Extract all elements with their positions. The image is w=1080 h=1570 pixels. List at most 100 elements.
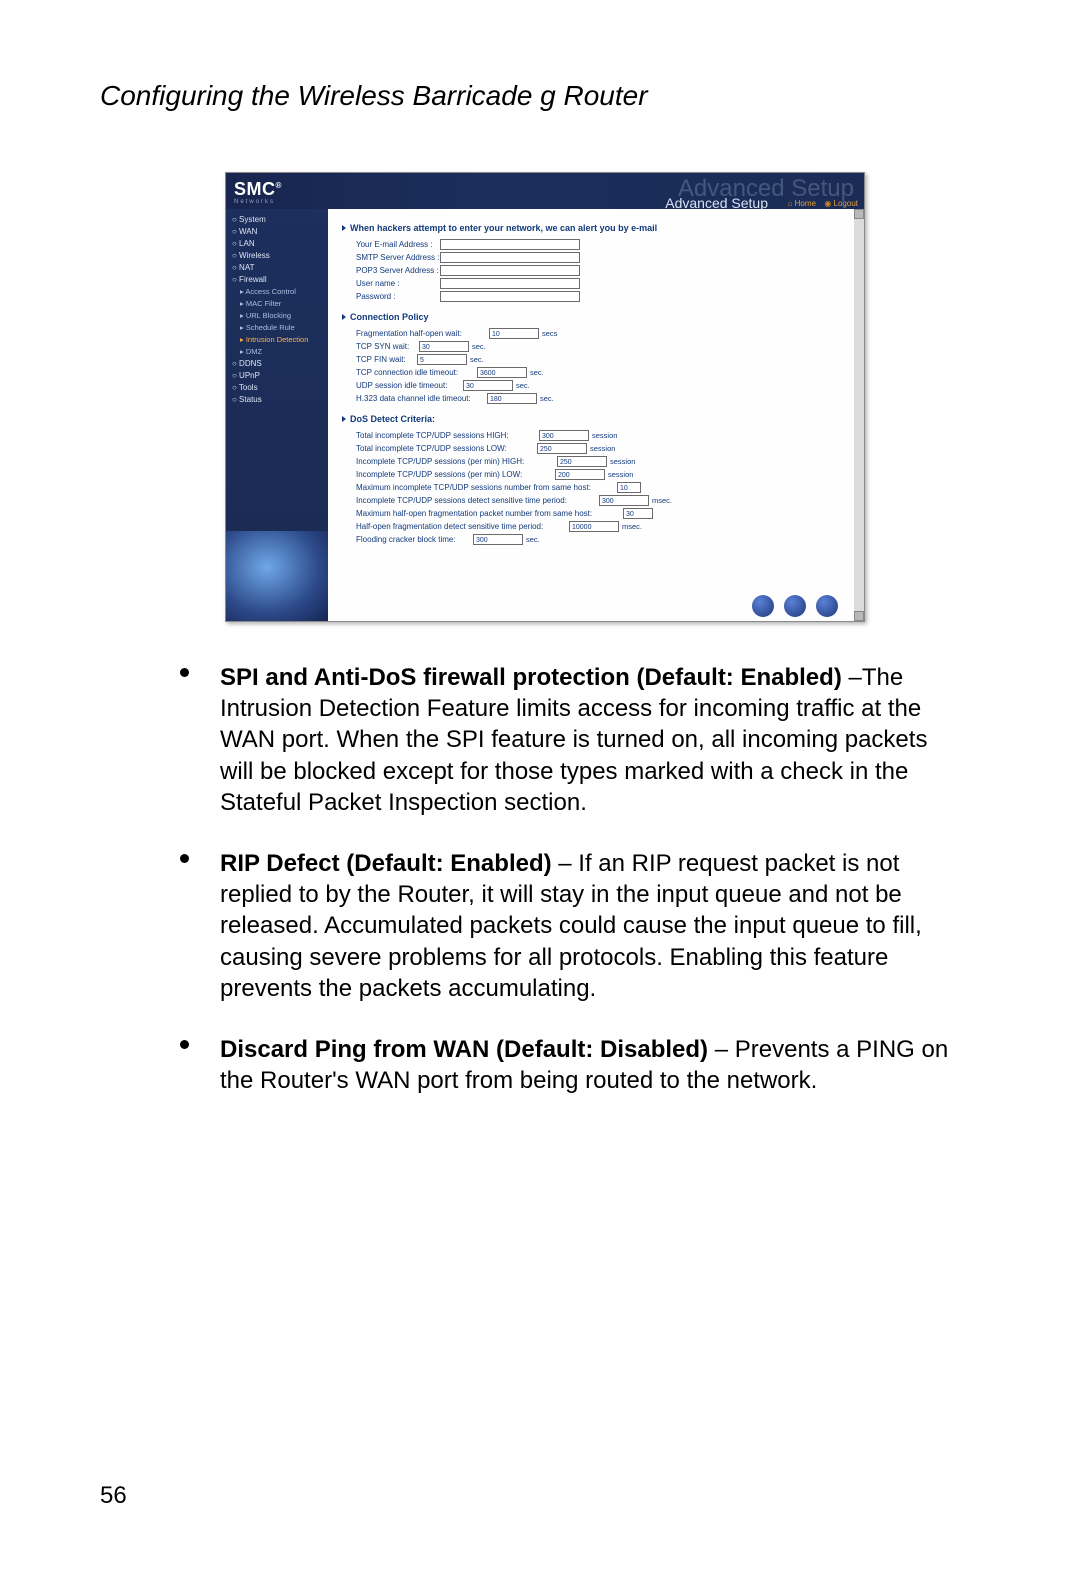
- smc-logo-subtext: Networks: [234, 199, 275, 205]
- bullet-bold: Discard Ping from WAN (Default: Disabled…: [220, 1036, 708, 1063]
- smc-logo: SMC®: [234, 179, 282, 200]
- dos-detecttime-label: Incomplete TCP/UDP sessions detect sensi…: [356, 496, 596, 505]
- password-label: Password :: [342, 292, 437, 301]
- home-link[interactable]: ⌂ Home: [788, 199, 816, 208]
- sidebar-item-url-blocking[interactable]: ▸ URL Blocking: [232, 311, 322, 320]
- router-screenshot: SMC® Networks Advanced Setup Advanced Se…: [225, 172, 865, 622]
- syn-unit: sec.: [472, 342, 486, 351]
- sidebar-item-lan[interactable]: ○ LAN: [232, 239, 322, 248]
- username-label: User name :: [342, 279, 437, 288]
- password-input[interactable]: [440, 291, 580, 302]
- status-icon[interactable]: [752, 595, 774, 617]
- udp-idle-label: UDP session idle timeout:: [356, 381, 460, 390]
- dos-pmlo-label: Incomplete TCP/UDP sessions (per min) LO…: [356, 470, 552, 479]
- connection-policy-header: Connection Policy: [342, 312, 840, 322]
- sidebar-item-dmz[interactable]: ▸ DMZ: [232, 347, 322, 356]
- dos-pmhi-input[interactable]: 250: [557, 456, 607, 467]
- page-number: 56: [100, 1482, 127, 1510]
- udp-idle-input[interactable]: 30: [463, 380, 513, 391]
- pop3-input[interactable]: [440, 265, 580, 276]
- h323-input[interactable]: 180: [487, 393, 537, 404]
- dos-pmhi-label: Incomplete TCP/UDP sessions (per min) HI…: [356, 457, 554, 466]
- sidebar-item-access-control[interactable]: ▸ Access Control: [232, 287, 322, 296]
- dos-hi-input[interactable]: 300: [539, 430, 589, 441]
- dos-flood-input[interactable]: 300: [473, 534, 523, 545]
- bullet-bold: RIP Defect (Default: Enabled): [220, 850, 552, 877]
- pop3-label: POP3 Server Address :: [342, 266, 437, 275]
- dos-maxfrag-input[interactable]: 30: [623, 508, 653, 519]
- sidebar-item-nat[interactable]: ○ NAT: [232, 263, 322, 272]
- sidebar-graphic: [226, 531, 328, 621]
- sidebar-item-firewall[interactable]: ○ Firewall: [232, 275, 322, 284]
- h323-unit: sec.: [540, 394, 554, 403]
- dos-flood-label: Flooding cracker block time:: [356, 535, 470, 544]
- smtp-input[interactable]: [440, 252, 580, 263]
- sidebar-item-status[interactable]: ○ Status: [232, 395, 322, 404]
- body-bullet-list: SPI and Anti-DoS firewall protection (De…: [180, 662, 950, 1096]
- frag-input[interactable]: 10: [489, 328, 539, 339]
- bottom-icons: [752, 595, 838, 617]
- bullet-icon: [180, 668, 189, 677]
- dos-hi-unit: session: [592, 431, 617, 440]
- bullet-icon: [180, 1040, 189, 1049]
- status-icon[interactable]: [784, 595, 806, 617]
- home-icon: ⌂: [788, 199, 795, 208]
- dos-fragtime-label: Half-open fragmentation detect sensitive…: [356, 522, 566, 531]
- email-alert-header: When hackers attempt to enter your netwo…: [342, 223, 840, 233]
- dos-pmhi-unit: session: [610, 457, 635, 466]
- dos-fragtime-input[interactable]: 10000: [569, 521, 619, 532]
- logout-icon: ◉: [824, 199, 833, 208]
- bullet-item: SPI and Anti-DoS firewall protection (De…: [180, 662, 950, 818]
- dos-fragtime-unit: msec.: [622, 522, 642, 531]
- sidebar-item-tools[interactable]: ○ Tools: [232, 383, 322, 392]
- bullet-item: RIP Defect (Default: Enabled) – If an RI…: [180, 848, 950, 1004]
- scroll-down-button[interactable]: [854, 611, 864, 621]
- status-icon[interactable]: [816, 595, 838, 617]
- frag-label: Fragmentation half-open wait:: [356, 329, 486, 338]
- dos-header: DoS Detect Criteria:: [342, 414, 840, 424]
- tcp-idle-input[interactable]: 3600: [477, 367, 527, 378]
- frag-unit: secs: [542, 329, 557, 338]
- dos-hi-label: Total incomplete TCP/UDP sessions HIGH:: [356, 431, 536, 440]
- sidebar: ○ System ○ WAN ○ LAN ○ Wireless ○ NAT ○ Firew…: [226, 209, 328, 621]
- dos-maxhost-input[interactable]: 10: [617, 482, 641, 493]
- dos-maxhost-label: Maximum incomplete TCP/UDP sessions numb…: [356, 483, 614, 492]
- dos-pmlo-input[interactable]: 200: [555, 469, 605, 480]
- scroll-up-button[interactable]: [854, 209, 864, 219]
- sidebar-item-wan[interactable]: ○ WAN: [232, 227, 322, 236]
- bullet-item: Discard Ping from WAN (Default: Disabled…: [180, 1034, 950, 1096]
- fin-input[interactable]: 5: [417, 354, 467, 365]
- sidebar-item-intrusion-detection[interactable]: ▸ Intrusion Detection: [232, 335, 322, 344]
- dos-lo-unit: session: [590, 444, 615, 453]
- email-address-input[interactable]: [440, 239, 580, 250]
- syn-input[interactable]: 30: [419, 341, 469, 352]
- dos-pmlo-unit: session: [608, 470, 633, 479]
- sidebar-item-upnp[interactable]: ○ UPnP: [232, 371, 322, 380]
- h323-label: H.323 data channel idle timeout:: [356, 394, 484, 403]
- dos-detecttime-input[interactable]: 300: [599, 495, 649, 506]
- sidebar-item-ddns[interactable]: ○ DDNS: [232, 359, 322, 368]
- dos-flood-unit: sec.: [526, 535, 540, 544]
- main-content: When hackers attempt to enter your netwo…: [328, 209, 854, 621]
- smtp-label: SMTP Server Address :: [342, 253, 437, 262]
- sidebar-item-mac-filter[interactable]: ▸ MAC Filter: [232, 299, 322, 308]
- screenshot-header: SMC® Networks Advanced Setup Advanced Se…: [226, 173, 864, 209]
- username-input[interactable]: [440, 278, 580, 289]
- dos-lo-input[interactable]: 250: [537, 443, 587, 454]
- dos-detecttime-unit: msec.: [652, 496, 672, 505]
- fin-unit: sec.: [470, 355, 484, 364]
- email-address-label: Your E-mail Address :: [342, 240, 437, 249]
- sidebar-item-system[interactable]: ○ System: [232, 215, 322, 224]
- fin-label: TCP FIN wait:: [356, 355, 414, 364]
- udp-idle-unit: sec.: [516, 381, 530, 390]
- bullet-bold: SPI and Anti-DoS firewall protection (De…: [220, 664, 842, 691]
- scrollbar[interactable]: [854, 209, 864, 621]
- tcp-idle-label: TCP connection idle timeout:: [356, 368, 474, 377]
- syn-label: TCP SYN wait:: [356, 342, 416, 351]
- dos-lo-label: Total incomplete TCP/UDP sessions LOW:: [356, 444, 534, 453]
- logout-link[interactable]: ◉ Logout: [824, 199, 858, 208]
- sidebar-item-wireless[interactable]: ○ Wireless: [232, 251, 322, 260]
- sidebar-item-schedule-rule[interactable]: ▸ Schedule Rule: [232, 323, 322, 332]
- dos-maxfrag-label: Maximum half-open fragmentation packet n…: [356, 509, 620, 518]
- tcp-idle-unit: sec.: [530, 368, 544, 377]
